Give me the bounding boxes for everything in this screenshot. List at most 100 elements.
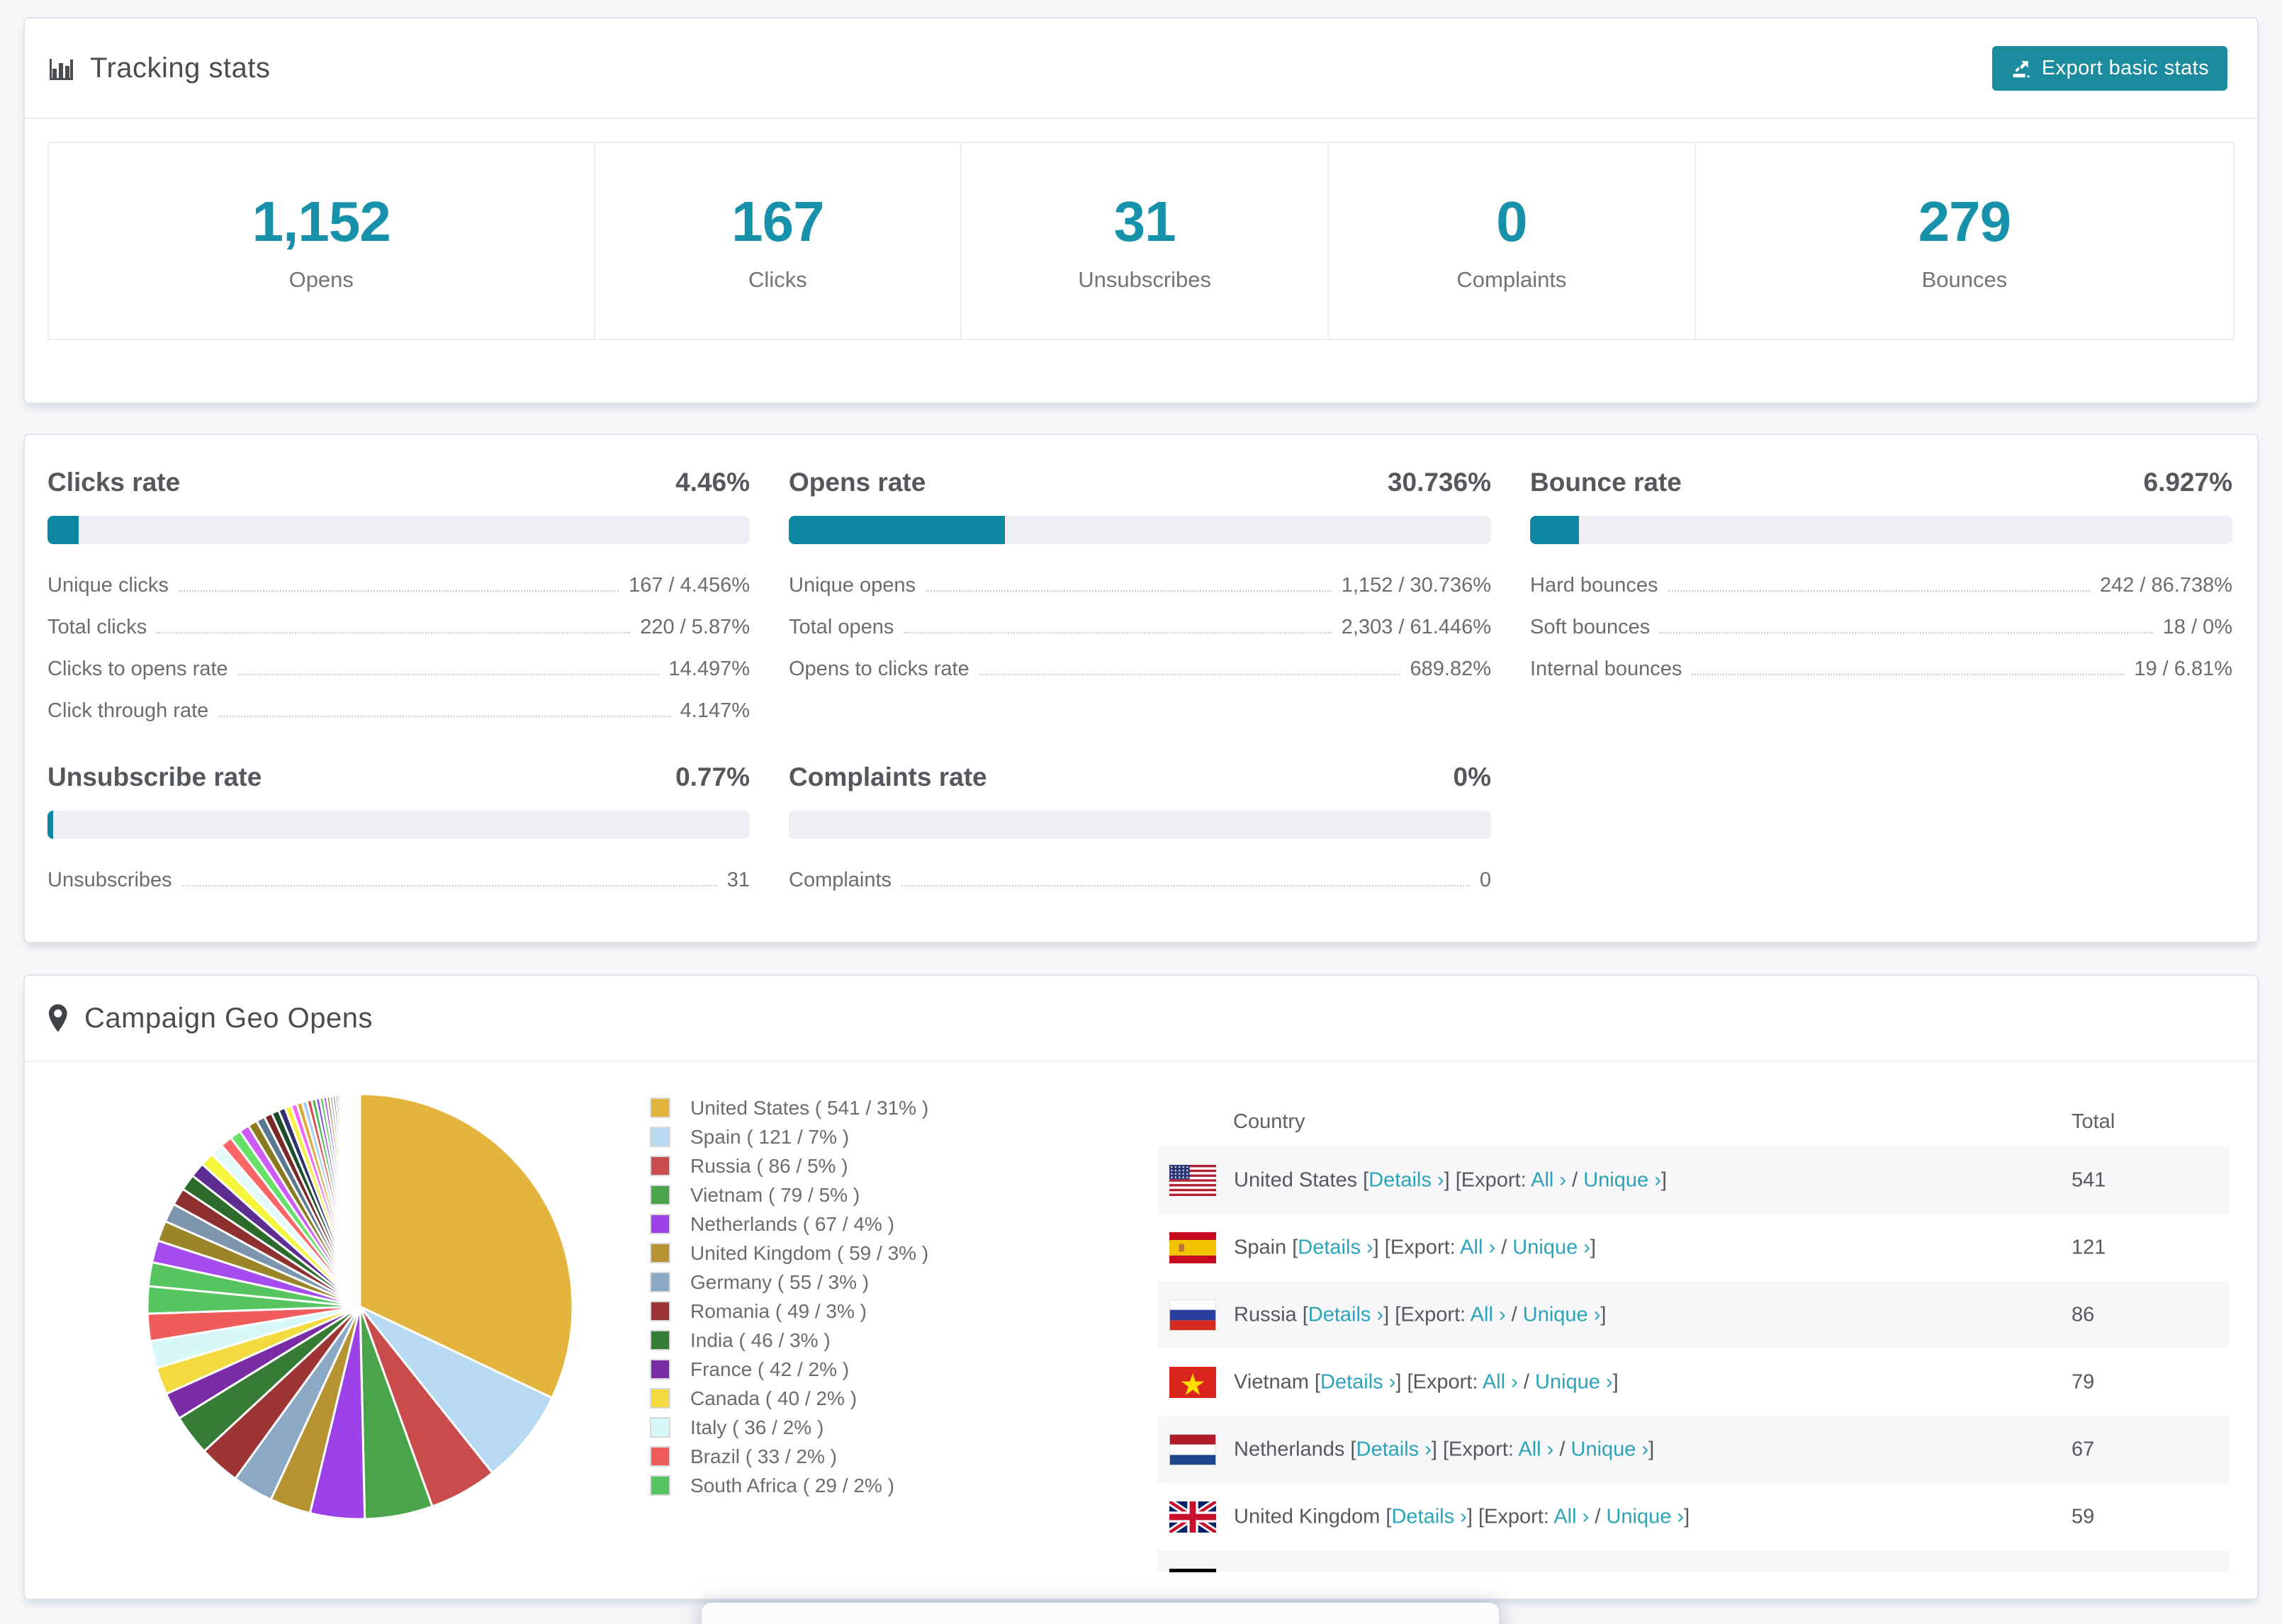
details-link[interactable]: Details › [1320, 1370, 1396, 1393]
legend-label: Russia ( 86 / 5% ) [690, 1154, 848, 1177]
leader-dots [1660, 632, 2153, 633]
legend-item[interactable]: South Africa ( 29 / 2% ) [650, 1471, 928, 1500]
details-link[interactable]: Details › [1356, 1438, 1432, 1460]
leader-dots [979, 674, 1400, 675]
bracket: ] [1431, 1438, 1443, 1460]
rate-row: Soft bounces 18 / 0% [1530, 616, 2232, 639]
bracket: ] [1466, 1505, 1478, 1528]
legend-swatch [650, 1214, 670, 1234]
rate-row-label: Internal bounces [1530, 658, 1682, 680]
pie-slice-other[interactable] [358, 1093, 361, 1308]
legend-item[interactable]: Germany ( 55 / 3% ) [650, 1268, 928, 1297]
rate-title: Clicks rate [47, 468, 181, 497]
bracket: ] [1383, 1303, 1395, 1326]
export-all-link[interactable]: All › [1482, 1370, 1518, 1393]
pie-slice-spain[interactable] [359, 1305, 553, 1474]
rate-row-label: Total clicks [47, 616, 147, 638]
legend-item[interactable]: Canada ( 40 / 2% ) [650, 1384, 928, 1413]
progress-fill [47, 811, 53, 839]
rate-row: Internal bounces 19 / 6.81% [1530, 658, 2232, 681]
legend-item[interactable]: Italy ( 36 / 2% ) [650, 1413, 928, 1442]
country-name: Netherlands [1234, 1438, 1345, 1460]
export-basic-stats-button[interactable]: Export basic stats [1991, 45, 2227, 91]
rate-rows: Complaints 0 [789, 869, 1491, 892]
legend-swatch [650, 1330, 670, 1350]
table-row: Russia [Details ›] [Export: All › / Uniq… [1157, 1281, 2229, 1348]
rate-row-value: 167 / 4.456% [629, 574, 750, 597]
rate-row-label: Click through rate [47, 699, 209, 722]
export-unique-link[interactable]: Unique › [1606, 1505, 1685, 1528]
legend-item[interactable]: Vietnam ( 79 / 5% ) [650, 1180, 928, 1209]
rate-rows: Unique opens 1,152 / 30.736% Total opens 2,… [789, 574, 1491, 681]
details-link[interactable]: Details › [1368, 1168, 1444, 1191]
stat-value: 0 [1496, 190, 1527, 253]
progress-bar [789, 811, 1491, 839]
rate-row: Clicks to opens rate 14.497% [47, 658, 750, 681]
progress-fill [1530, 516, 1579, 544]
total-cell: 67 [2072, 1438, 2095, 1460]
rate-row-label: Hard bounces [1530, 574, 1658, 597]
legend-label: India ( 46 / 3% ) [690, 1329, 831, 1351]
export-all-link[interactable]: All › [1470, 1303, 1506, 1326]
bracket: ] [1684, 1505, 1690, 1528]
leader-dots [157, 632, 631, 633]
geo-title: Campaign Geo Opens [84, 1002, 373, 1034]
legend-item[interactable]: Netherlands ( 67 / 4% ) [650, 1209, 928, 1239]
export-unique-link[interactable]: Unique › [1512, 1236, 1590, 1258]
column-header-country: Country [1233, 1110, 1305, 1133]
legend-label: South Africa ( 29 / 2% ) [690, 1474, 894, 1496]
rate-row: Unique opens 1,152 / 30.736% [789, 574, 1491, 597]
legend-swatch [650, 1127, 670, 1147]
legend-item[interactable]: India ( 46 / 3% ) [650, 1326, 928, 1355]
details-link[interactable]: Details › [1308, 1303, 1384, 1326]
geo-pie-chart [146, 1093, 574, 1521]
legend-item[interactable]: United Kingdom ( 59 / 3% ) [650, 1239, 928, 1268]
legend-item[interactable]: Russia ( 86 / 5% ) [650, 1151, 928, 1180]
rate-rows: Unique clicks 167 / 4.456% Total clicks 220… [47, 574, 750, 723]
stat-card: 1,152 Opens [47, 142, 595, 340]
rate-row-label: Complaints [789, 869, 892, 891]
stat-label: Complaints [1456, 267, 1567, 292]
legend-swatch [650, 1359, 670, 1380]
legend-label: Netherlands ( 67 / 4% ) [690, 1212, 894, 1235]
country-name: United States [1234, 1168, 1358, 1191]
legend-item[interactable]: Romania ( 49 / 3% ) [650, 1297, 928, 1326]
details-link[interactable]: Details › [1391, 1505, 1467, 1528]
export-all-link[interactable]: All › [1531, 1168, 1567, 1191]
bracket: [ [1344, 1438, 1356, 1460]
legend-item[interactable]: France ( 42 / 2% ) [650, 1355, 928, 1384]
stat-card: 31 Unsubscribes [960, 142, 1330, 340]
rate-row-label: Unique opens [789, 574, 916, 597]
rate-header: Complaints rate 0% [789, 762, 1491, 792]
export-all-link[interactable]: All › [1460, 1236, 1496, 1258]
geo-panel: Campaign Geo Opens United States ( 541 /… [23, 974, 2259, 1600]
export-all-link[interactable]: All › [1553, 1505, 1590, 1528]
country-cell: Spain [Details ›] [Export: All › / Uniqu… [1234, 1236, 1596, 1259]
rate-row-value: 242 / 86.738% [2099, 574, 2232, 597]
legend-item[interactable]: United States ( 541 / 31% ) [650, 1093, 928, 1122]
pie-slice-united-states[interactable] [359, 1093, 574, 1399]
export-label: [Export: [1455, 1168, 1531, 1191]
separator: / [1553, 1438, 1571, 1460]
bracket: ] [1612, 1370, 1619, 1393]
separator: / [1589, 1505, 1607, 1528]
country-name: Spain [1234, 1236, 1287, 1258]
export-unique-link[interactable]: Unique › [1535, 1370, 1613, 1393]
details-link[interactable]: Details › [1298, 1236, 1373, 1258]
export-unique-link[interactable]: Unique › [1583, 1168, 1661, 1191]
separator: / [1495, 1236, 1513, 1258]
country-cell: United Kingdom [Details ›] [Export: All … [1234, 1505, 1690, 1528]
stat-label: Clicks [748, 267, 807, 292]
export-unique-link[interactable]: Unique › [1522, 1303, 1601, 1326]
stat-card: 167 Clicks [593, 142, 962, 340]
legend-item[interactable]: Spain ( 121 / 7% ) [650, 1122, 928, 1151]
stat-card: 0 Complaints [1327, 142, 1696, 340]
export-unique-link[interactable]: Unique › [1570, 1438, 1649, 1460]
rate-percent: 6.927% [2143, 468, 2233, 497]
legend-item[interactable]: Brazil ( 33 / 2% ) [650, 1442, 928, 1471]
rate-row-value: 220 / 5.87% [640, 616, 750, 638]
leader-dots [218, 716, 670, 717]
export-all-link[interactable]: All › [1518, 1438, 1554, 1460]
rate-title: Complaints rate [789, 762, 987, 791]
legend-swatch [650, 1446, 670, 1467]
